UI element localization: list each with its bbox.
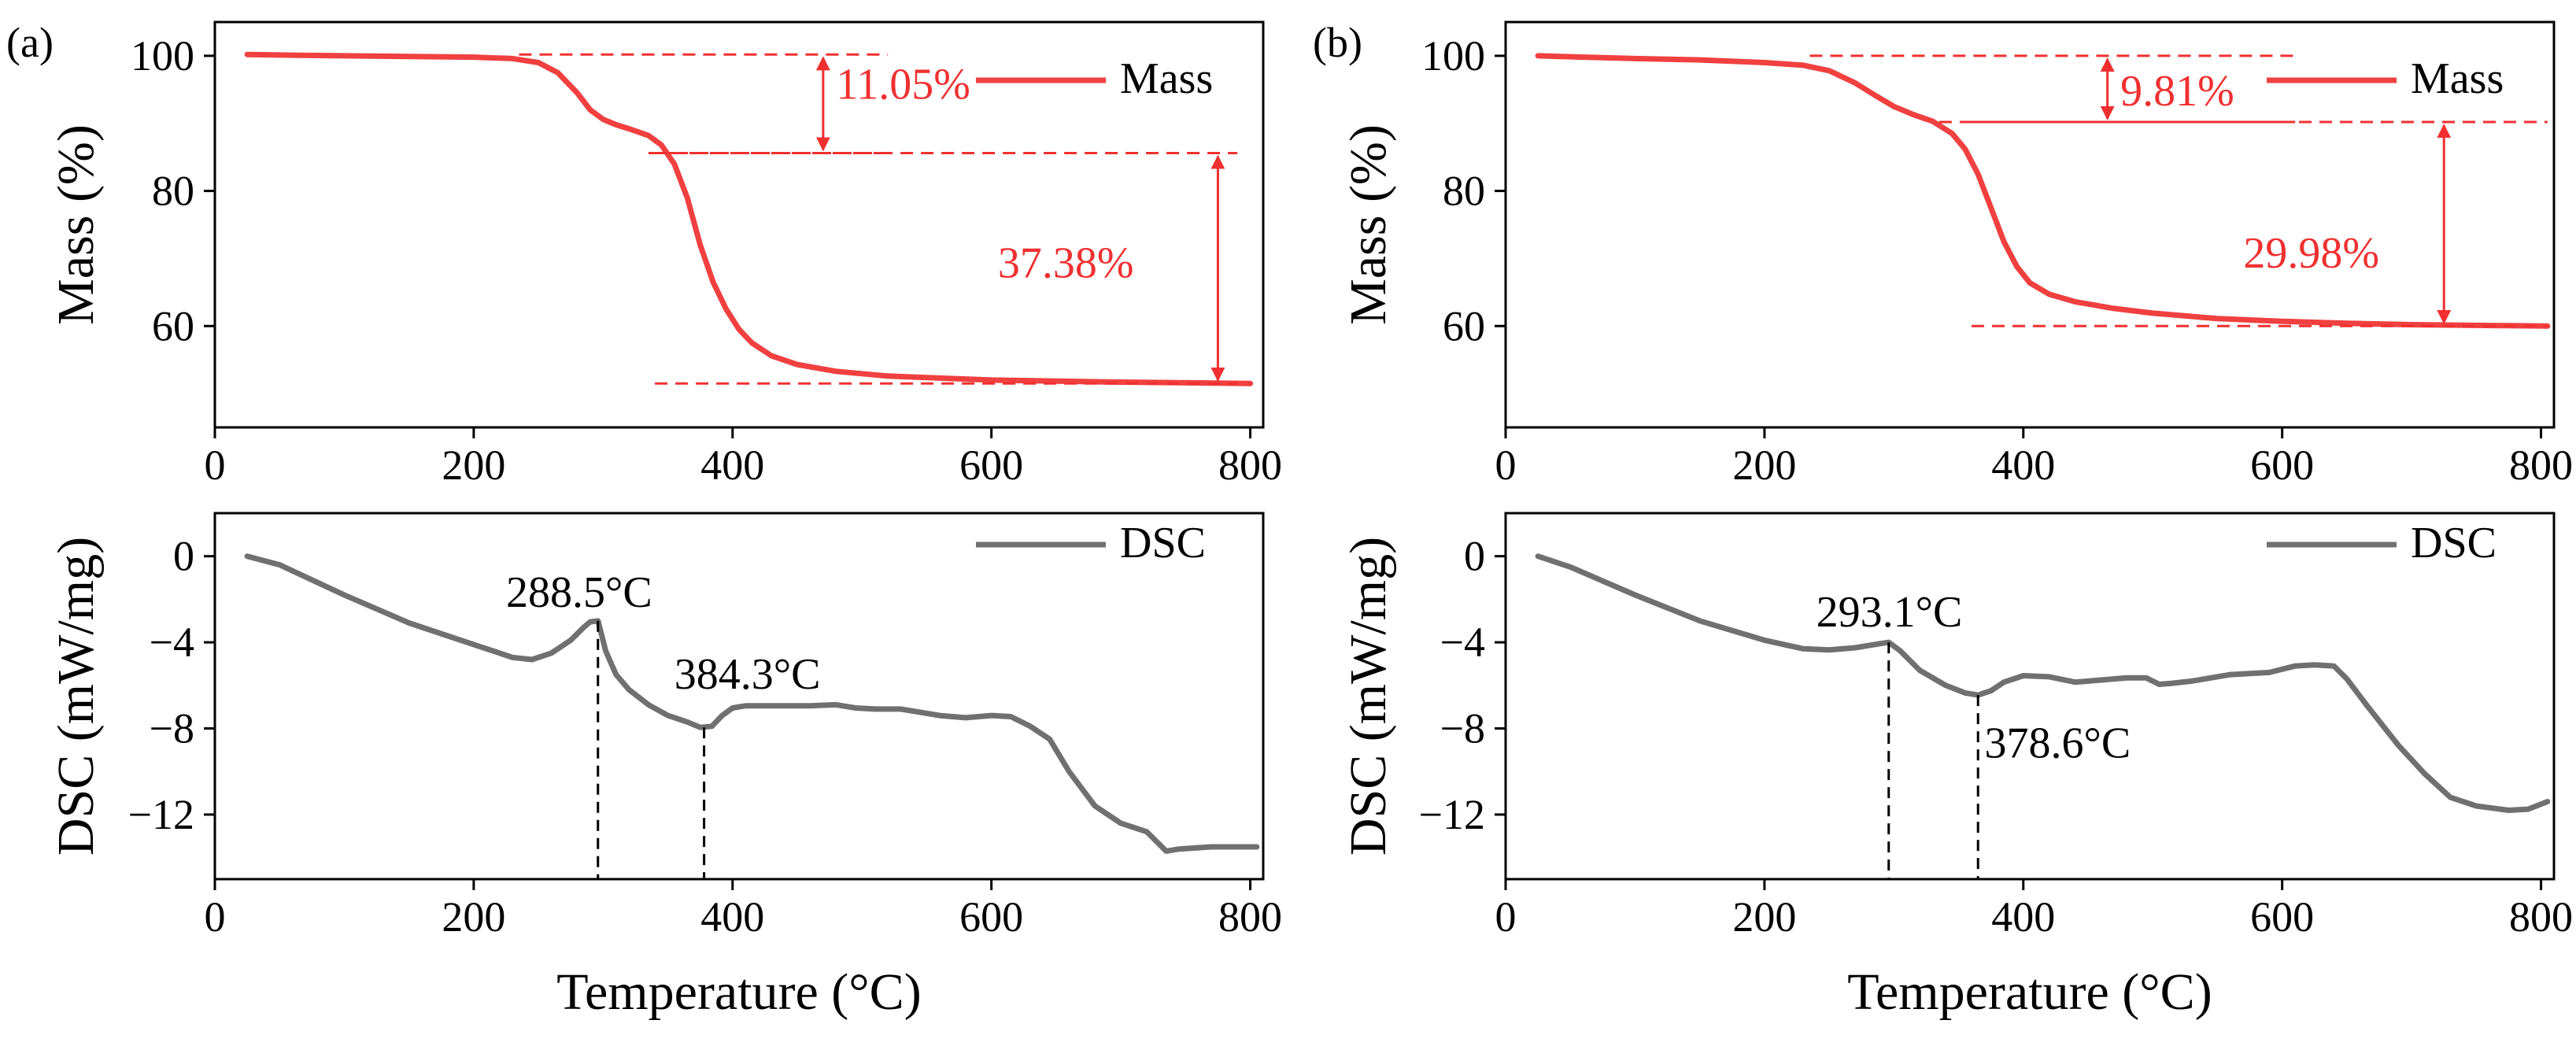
chart-b-tga-legend-label: Mass [2411,54,2504,103]
chart-b-dsc-ytick-label-1: −4 [1440,619,1485,666]
chart-b-dsc-plot-frame [1504,512,2556,881]
chart-a-dsc-xtick-label-400: 400 [700,893,764,941]
chart-a-tga-xtick-label-600: 600 [959,442,1023,489]
chart-a-dsc-peak-0-label: 288.5°C [506,568,652,617]
chart-b-tga-annot-0-label: 9.81% [2120,67,2234,116]
chart-b-tga-xtick-label-600: 600 [2250,442,2314,489]
chart-a-dsc-ytick-label-2: −8 [150,705,194,752]
chart-a-tga-xtick-label-800: 800 [1218,442,1282,489]
chart-a-tga-xtick-label-400: 400 [700,442,764,489]
chart-b-dsc-xtick-label-200: 200 [1732,893,1796,941]
chart-b-dsc-ylabel: DSC (mW/mg) [1340,537,1397,856]
chart-b-dsc-xtick-label-400: 400 [1991,893,2055,941]
chart-b-tga-ytick-label-1: 80 [1443,168,1485,215]
chart-a-dsc-ytick-label-1: −4 [150,619,194,666]
chart-a-tga-ytick-label-1: 80 [152,168,194,215]
chart-b-dsc-xtick-label-800: 800 [2509,893,2573,941]
chart-a-dsc-xtick-label-200: 200 [442,893,505,941]
chart-b-dsc-ytick-label-2: −8 [1440,705,1485,752]
panel-label-a: (a) [6,19,54,66]
chart-a-tga-ytick-label-0: 60 [152,302,194,349]
chart-b-tga-xtick-label-400: 400 [1991,442,2055,489]
chart-a-dsc-xtick-label-0: 0 [205,893,226,941]
chart-a-dsc-series-line-dsc [244,553,1260,854]
chart-b-dsc-ytick-label-0: 0 [1464,533,1485,580]
chart-a-dsc-legend-label: DSC [1120,519,1206,567]
chart-a-dsc-plot-frame [213,512,1265,881]
chart-b-tga-ytick-label-0: 60 [1443,302,1485,349]
chart-b-dsc-peak-1-label: 378.6°C [1984,719,2131,768]
chart-a-dsc-xlabel: Temperature (°C) [556,963,921,1021]
chart-a-dsc-ytick-label-0: 0 [173,533,194,580]
chart-a-dsc: 0 200 400 600 800 0 −4 −8 −12 DSC (mW/mg) Temperat… [47,512,1282,1021]
chart-a-dsc-xtick-label-600: 600 [959,893,1023,941]
chart-a-tga-ylabel: Mass (%) [47,124,105,325]
chart-b-tga-xtick-label-0: 0 [1495,442,1517,489]
chart-b-mass: 0 200 400 600 800 60 80 100 Mass (%) Mass 9.81% 29.… [1340,20,2573,489]
chart-a-dsc-xtick-label-800: 800 [1218,893,1282,941]
chart-b-tga-xtick-label-800: 800 [2509,442,2573,489]
chart-a-mass: 0 200 400 600 800 60 80 100 Mass (%) Mass 11.05% 37… [47,20,1282,489]
chart-b-dsc-xtick-label-600: 600 [2250,893,2314,941]
chart-b-dsc-xtick-label-0: 0 [1495,893,1517,941]
chart-b-tga-ylabel: Mass (%) [1340,124,1397,325]
chart-b-tga-ytick-label-2: 100 [1421,32,1485,79]
chart-a-tga-legend-label: Mass [1120,54,1213,103]
chart-a-tga-annot-1-label: 37.38% [998,239,1134,288]
chart-a-tga-ytick-label-2: 100 [131,32,194,79]
chart-b-dsc-peak-0-label: 293.1°C [1817,588,1963,637]
chart-b-tga-annot-1-label: 29.98% [2243,229,2379,278]
chart-a-tga-xtick-label-200: 200 [442,442,505,489]
chart-b-dsc-ytick-label-3: −12 [1419,791,1485,838]
chart-b-tga-xtick-label-200: 200 [1732,442,1796,489]
chart-b-tga-series-line-mass [1535,53,2551,329]
chart-b-dsc-series-line-dsc [1535,553,2551,813]
chart-a-dsc-ylabel: DSC (mW/mg) [47,537,105,856]
chart-a-tga-annot-0-label: 11.05% [836,60,970,109]
chart-a-dsc-ytick-label-3: −12 [128,791,194,838]
chart-b-tga-plot-frame [1504,20,2556,429]
chart-a-tga-series-line-mass [244,51,1254,386]
chart-b-dsc-xlabel: Temperature (°C) [1847,963,2212,1021]
chart-b-dsc-legend-label: DSC [2411,519,2497,567]
chart-a-tga-plot-frame [213,20,1265,429]
panel-label-b: (b) [1313,19,1362,66]
chart-a-dsc-peak-1-label: 384.3°C [674,650,821,699]
chart-b-dsc: 0 200 400 600 800 0 −4 −8 −12 DSC (mW/mg) Temperat… [1340,512,2573,1021]
chart-a-tga-xtick-label-0: 0 [205,442,226,489]
